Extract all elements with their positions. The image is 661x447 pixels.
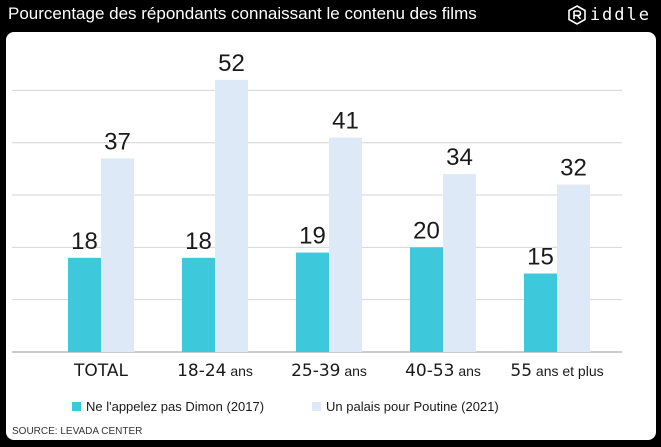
data-label: 18 — [71, 228, 98, 255]
x-tick-label: 18-24 ans — [177, 361, 253, 381]
data-label: 15 — [527, 244, 554, 271]
riddle-logo-icon — [568, 5, 586, 25]
x-tick-label: TOTAL — [73, 361, 128, 381]
bar-series-2 — [557, 184, 590, 352]
riddle-logo[interactable]: iddle — [567, 2, 651, 28]
data-label: 32 — [560, 155, 587, 182]
source-note: SOURCE: LEVADA CENTER — [12, 426, 142, 437]
logo-text: iddle — [589, 5, 651, 25]
data-label: 52 — [218, 50, 245, 77]
data-label: 18 — [185, 228, 212, 255]
bar-series-1 — [410, 247, 443, 352]
data-label: 37 — [104, 128, 131, 155]
bar-series-1 — [68, 257, 101, 352]
data-label: 20 — [413, 217, 440, 244]
page-title: Pourcentage des répondants connaissant l… — [8, 4, 477, 23]
header-bar: Pourcentage des répondants connaissant l… — [0, 0, 661, 30]
legend-swatch-series-2 — [312, 402, 321, 411]
legend-label-series-2: Un palais pour Poutine (2021) — [326, 399, 499, 414]
bars: 18 37 18 52 19 41 20 34 15 32 — [68, 50, 590, 352]
legend-swatch-series-1 — [72, 402, 81, 411]
data-label: 41 — [332, 107, 359, 134]
x-tick-label: 40-53 ans — [405, 361, 481, 381]
data-label: 19 — [299, 223, 326, 250]
legend-label-series-1: Ne l'appelez pas Dimon (2017) — [86, 399, 264, 414]
bar-series-2 — [101, 158, 134, 352]
bar-series-1 — [182, 257, 215, 352]
legend: Ne l'appelez pas Dimon (2017) Un palais … — [72, 399, 499, 414]
bar-series-2 — [215, 79, 248, 352]
data-label: 34 — [446, 144, 473, 171]
bar-series-1 — [296, 252, 329, 352]
bar-series-2 — [443, 174, 476, 352]
x-tick-label: 25-39 ans — [291, 361, 367, 381]
bar-series-2 — [329, 137, 362, 352]
chart-card: 18 37 18 52 19 41 20 34 15 32 TOTAL 18-24 ans 25-39… — [6, 32, 656, 440]
x-tick-label: 55 ans et plus — [510, 361, 603, 381]
bar-series-1 — [524, 273, 557, 352]
x-axis-labels: TOTAL 18-24 ans 25-39 ans 40-53 ans 55 ans e… — [73, 361, 604, 381]
bar-chart: 18 37 18 52 19 41 20 34 15 32 TOTAL 18-24 ans 25-39… — [12, 50, 622, 437]
